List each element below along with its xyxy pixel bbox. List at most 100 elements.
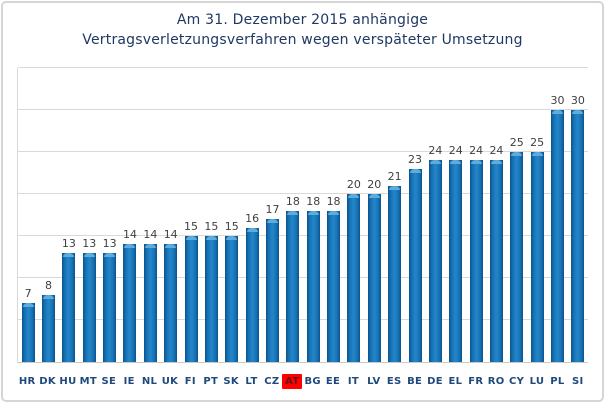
bar-value-label-si: 30: [570, 94, 585, 107]
x-axis-label-pl: PL: [550, 376, 565, 387]
bar-column-lv: 20: [364, 68, 384, 362]
bar-value-label-lv: 20: [367, 178, 382, 192]
x-axis-label-nl: NL: [141, 376, 158, 387]
gridline-30: [18, 109, 588, 110]
bar-cz: [265, 219, 279, 362]
bar-column-uk: 14: [161, 68, 181, 362]
bar-value-label-ie: 14: [122, 228, 137, 242]
bar-lt: [245, 227, 259, 362]
bar-pt: [204, 236, 218, 362]
gridline-5: [18, 319, 588, 320]
bar-uk: [164, 244, 178, 362]
bar-value-label-fi: 15: [184, 220, 199, 233]
x-axis-label-ee: EE: [325, 376, 341, 387]
x-axis-label-de: DE: [427, 376, 443, 387]
x-axis-label-mt: MT: [79, 376, 98, 387]
chart-title: Am 31. Dezember 2015 anhängige Vertragsv…: [3, 10, 602, 50]
bar-mt: [82, 252, 96, 362]
x-axis-label-sk: SK: [223, 376, 239, 387]
x-axis-label-fr: FR: [468, 376, 484, 387]
bar-be: [408, 168, 422, 362]
bar-column-cz: 17: [262, 68, 282, 362]
x-axis-label-el: EL: [448, 376, 463, 387]
bar-at: [286, 210, 300, 362]
bar-value-label-it: 20: [346, 178, 361, 192]
bar-hr: [21, 303, 35, 362]
x-axis-label-si: SI: [571, 376, 584, 387]
x-axis-labels: HR DK HU MT SE IE NL UK FI PT SK LT CZ AT BG EE IT LV ES BE…: [17, 374, 588, 389]
bar-nl: [143, 244, 157, 362]
x-axis-label-at: AT: [282, 374, 303, 389]
bar-column-lu: 25: [527, 68, 547, 362]
x-axis-label-dk: DK: [39, 376, 56, 387]
bar-value-label-sk: 15: [224, 220, 239, 233]
bar-ie: [123, 244, 137, 362]
bar-cy: [510, 152, 524, 362]
bar-value-label-be: 23: [408, 152, 422, 166]
bar-value-label-cy: 25: [509, 136, 524, 149]
x-axis-label-hu: HU: [59, 376, 77, 387]
bar-ro: [489, 160, 503, 362]
gridline-25: [18, 151, 588, 152]
bar-column-be: 23: [405, 68, 425, 362]
bar-es: [388, 185, 402, 362]
bar-column-ee: 18: [323, 68, 343, 362]
x-axis-label-pt: PT: [203, 376, 219, 387]
gridline-35: [18, 67, 588, 68]
x-axis-label-ro: RO: [487, 376, 505, 387]
bar-bg: [306, 210, 320, 362]
bar-value-label-cz: 17: [265, 203, 280, 217]
bar-column-lt: 16: [242, 68, 262, 362]
bar-column-cy: 25: [507, 68, 527, 362]
x-axis-label-lv: LV: [367, 376, 381, 387]
bar-value-label-ro: 24: [489, 144, 504, 158]
bar-de: [428, 160, 442, 362]
bar-el: [449, 160, 463, 362]
chart-title-line-1: Am 31. Dezember 2015 anhängige: [176, 12, 429, 28]
bar-column-nl: 14: [140, 68, 160, 362]
bar-sk: [225, 236, 239, 362]
bar-pl: [551, 110, 565, 362]
bar-column-sk: 15: [222, 68, 242, 362]
x-axis-label-fi: FI: [184, 376, 196, 387]
bar-value-label-lt: 16: [245, 211, 260, 225]
chart-title-line-2: Vertragsverletzungsverfahren wegen versp…: [82, 32, 523, 48]
bar-fi: [184, 236, 198, 362]
bar-value-label-es: 21: [387, 169, 402, 183]
x-axis-label-lt: LT: [245, 376, 258, 387]
x-axis-label-se: SE: [101, 376, 117, 387]
bar-value-label-el: 24: [448, 144, 463, 158]
bar-column-mt: 13: [79, 68, 99, 362]
x-axis-label-it: IT: [347, 376, 360, 387]
bar-it: [347, 194, 361, 362]
x-axis-label-es: ES: [386, 376, 402, 387]
bar-value-label-fr: 24: [469, 144, 484, 158]
bar-value-label-se: 13: [102, 236, 117, 250]
bar-column-it: 20: [344, 68, 364, 362]
plot-area: 7 8 13 13 13 14 14 14 15 15 15 16 17 18 18 18 20 20 21 23 24…: [17, 67, 588, 363]
gridline-10: [18, 277, 588, 278]
bar-value-label-pt: 15: [204, 220, 219, 233]
bar-column-hr: 7: [18, 68, 38, 362]
bar-column-pt: 15: [201, 68, 221, 362]
bar-value-label-at: 18: [285, 194, 300, 208]
bar-column-bg: 18: [303, 68, 323, 362]
bar-column-pl: 30: [547, 68, 567, 362]
bar-se: [103, 252, 117, 362]
bar-column-hu: 13: [59, 68, 79, 362]
bar-column-ro: 24: [486, 68, 506, 362]
bar-column-at: 18: [283, 68, 303, 362]
bar-value-label-hr: 7: [24, 287, 32, 301]
bar-column-dk: 8: [38, 68, 58, 362]
bar-column-fr: 24: [466, 68, 486, 362]
bar-column-se: 13: [99, 68, 119, 362]
bar-lu: [530, 152, 544, 362]
gridline-20: [18, 193, 588, 194]
bar-ee: [327, 210, 341, 362]
bar-value-label-bg: 18: [306, 194, 321, 208]
bar-fr: [469, 160, 483, 362]
bar-hu: [62, 252, 76, 362]
bar-column-si: 30: [568, 68, 588, 362]
bar-value-label-nl: 14: [143, 228, 158, 242]
